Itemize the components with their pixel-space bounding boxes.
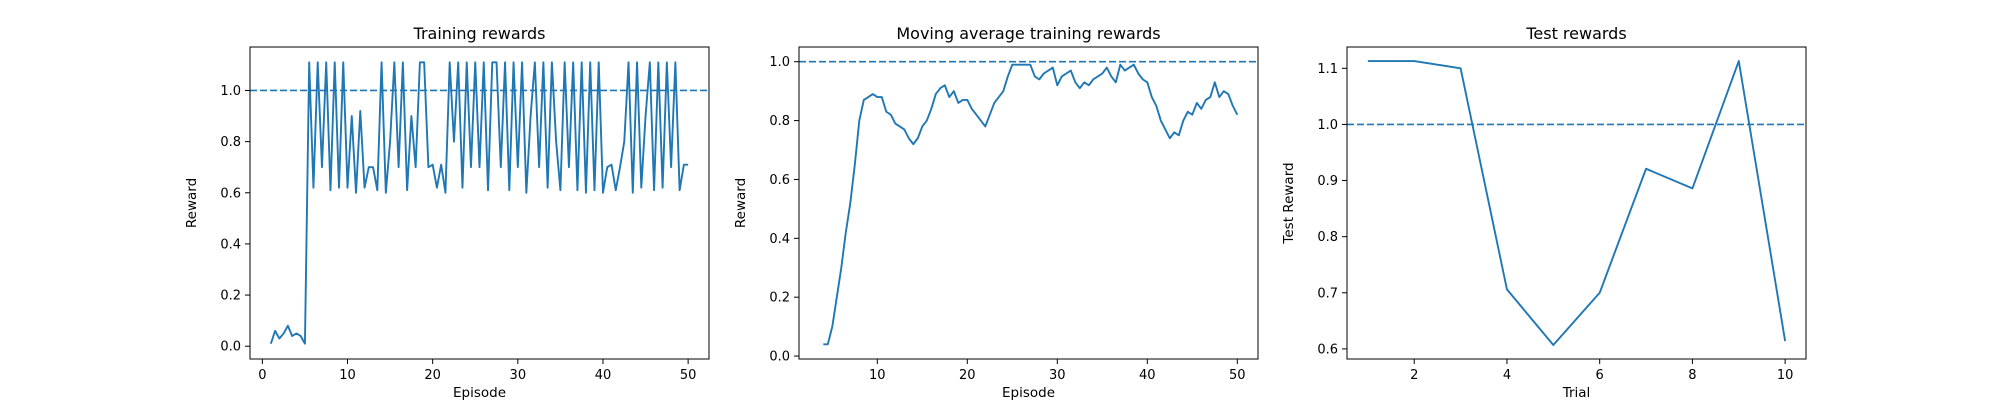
y-tick-label: 0.8 [769, 114, 790, 129]
y-tick-label: 1.0 [220, 84, 241, 99]
subplot: Moving average training rewards Episode Re… [733, 24, 1259, 400]
x-tick-label: 50 [1229, 368, 1246, 383]
x-tick-label: 2 [1410, 368, 1418, 383]
data-line [823, 63, 1239, 346]
x-tick-label: 20 [959, 368, 976, 383]
x-axis-label: Episode [453, 385, 506, 400]
y-tick-label: 0.8 [1317, 230, 1338, 245]
y-tick-label: 0.6 [220, 186, 241, 201]
data-line [1367, 60, 1787, 346]
y-axis-label: Reward [733, 178, 749, 228]
x-tick-label: 40 [595, 368, 612, 383]
x-tick-label: 6 [1596, 368, 1604, 383]
x-axis-label: Trial [1562, 385, 1591, 400]
axes-frame [798, 46, 1259, 360]
y-tick-label: 0.2 [769, 291, 790, 306]
x-tick-label: 40 [1139, 368, 1156, 383]
data-line [269, 61, 689, 345]
y-tick-label: 0.9 [1317, 174, 1338, 189]
y-tick-label: 1.0 [1317, 118, 1338, 133]
y-axis-label: Reward [184, 178, 200, 228]
y-tick-label: 1.0 [769, 55, 790, 70]
x-tick-label: 10 [869, 368, 886, 383]
y-tick-label: 0.6 [1317, 342, 1338, 357]
x-axis-label: Episode [1002, 385, 1055, 400]
x-tick-label: 8 [1688, 368, 1696, 383]
y-tick-label: 1.1 [1317, 62, 1338, 77]
y-tick-label: 0.6 [769, 173, 790, 188]
y-tick-label: 0.2 [220, 289, 241, 304]
y-tick-label: 0.8 [220, 135, 241, 150]
axes-frame [249, 46, 710, 360]
x-tick-label: 50 [680, 368, 697, 383]
chart-title: Training rewards [413, 24, 546, 43]
y-axis-label: Test Reward [1281, 162, 1297, 244]
x-tick-label: 10 [1777, 368, 1794, 383]
x-tick-label: 20 [424, 368, 441, 383]
subplot: Test rewards Trial Test Reward 2 4 6 8 10 0.6 0.7… [1281, 24, 1807, 400]
subplot: Training rewards Episode Reward 0 10 20 30 40 50… [184, 24, 710, 400]
x-tick-label: 4 [1503, 368, 1511, 383]
x-tick-label: 30 [1049, 368, 1066, 383]
y-tick-label: 0.0 [769, 350, 790, 365]
y-tick-label: 0.4 [220, 237, 241, 252]
y-tick-label: 0.4 [769, 232, 790, 247]
axes-frame [1346, 46, 1807, 360]
y-tick-label: 0.7 [1317, 286, 1338, 301]
x-tick-label: 10 [339, 368, 356, 383]
chart-title: Test rewards [1525, 24, 1626, 43]
x-tick-label: 30 [510, 368, 527, 383]
x-tick-label: 0 [258, 368, 266, 383]
chart-title: Moving average training rewards [896, 24, 1160, 43]
y-tick-label: 0.0 [220, 340, 241, 355]
